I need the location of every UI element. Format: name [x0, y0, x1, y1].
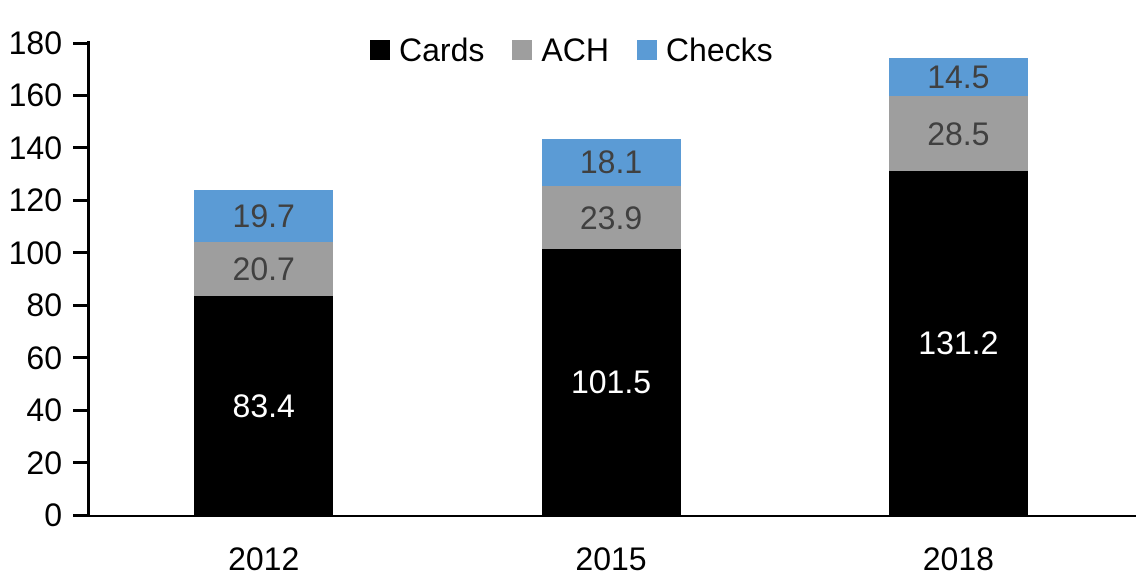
y-tick-label: 20 — [26, 444, 62, 481]
bar-segment-cards: 83.4 — [194, 296, 334, 515]
y-tick-label: 100 — [8, 234, 62, 271]
segment-value-label: 14.5 — [927, 59, 990, 96]
segment-value-label: 18.1 — [579, 144, 643, 181]
x-tick-label: 2012 — [228, 541, 300, 577]
y-tick-mark — [73, 146, 87, 150]
bar-segment-checks: 19.7 — [194, 190, 334, 243]
x-axis-line — [87, 515, 1136, 517]
bar-segment-checks: 18.1 — [541, 138, 681, 187]
legend-item-cards: Cards — [370, 34, 484, 66]
y-tick-mark — [73, 408, 87, 412]
x-tick-label: 2018 — [922, 541, 994, 577]
y-tick-label: 160 — [8, 77, 62, 114]
y-tick-mark — [73, 303, 87, 307]
bar-segment-ach: 20.7 — [194, 242, 334, 297]
legend-swatch-checks — [636, 40, 657, 60]
legend-item-checks: Checks — [636, 32, 773, 68]
y-axis-line — [87, 41, 90, 516]
segment-value-label: 101.5 — [570, 363, 652, 400]
segment-value-label: 83.4 — [232, 387, 295, 424]
bar-segment-ach: 23.9 — [541, 186, 681, 249]
bar-segment-ach: 28.5 — [888, 96, 1028, 171]
y-tick-label: 180 — [8, 25, 62, 61]
bar-segment-checks: 14.5 — [888, 58, 1028, 97]
y-tick-label: 60 — [26, 339, 62, 376]
x-tick-label: 2015 — [575, 541, 647, 577]
bar-segment-cards: 101.5 — [541, 248, 681, 515]
y-tick-mark — [73, 198, 87, 202]
legend-label-ach: ACH — [541, 32, 609, 68]
y-tick-mark — [73, 251, 87, 255]
y-tick-label: 0 — [44, 497, 62, 533]
segment-value-label: 19.7 — [232, 198, 295, 235]
chart-legend: Cards ACH Checks — [370, 34, 773, 66]
segment-value-label: 23.9 — [579, 199, 643, 236]
y-tick-label: 40 — [26, 392, 62, 429]
y-tick-mark — [73, 41, 87, 45]
y-tick-label: 140 — [8, 129, 62, 166]
y-tick-label: 80 — [26, 287, 62, 324]
legend-item-ach: ACH — [512, 34, 609, 66]
y-tick-mark — [73, 513, 87, 517]
y-tick-mark — [73, 356, 87, 360]
y-tick-mark — [73, 93, 87, 97]
y-tick-mark — [73, 461, 87, 465]
legend-swatch-ach — [512, 40, 533, 60]
legend-label-cards: Cards — [399, 32, 485, 68]
y-tick-label: 120 — [8, 182, 62, 219]
legend-label-checks: Checks — [665, 32, 773, 68]
legend-swatch-cards — [370, 40, 390, 60]
segment-value-label: 28.5 — [927, 115, 990, 152]
segment-value-label: 20.7 — [232, 251, 295, 288]
bar-segment-cards: 131.2 — [888, 170, 1028, 515]
segment-value-label: 131.2 — [918, 324, 999, 361]
